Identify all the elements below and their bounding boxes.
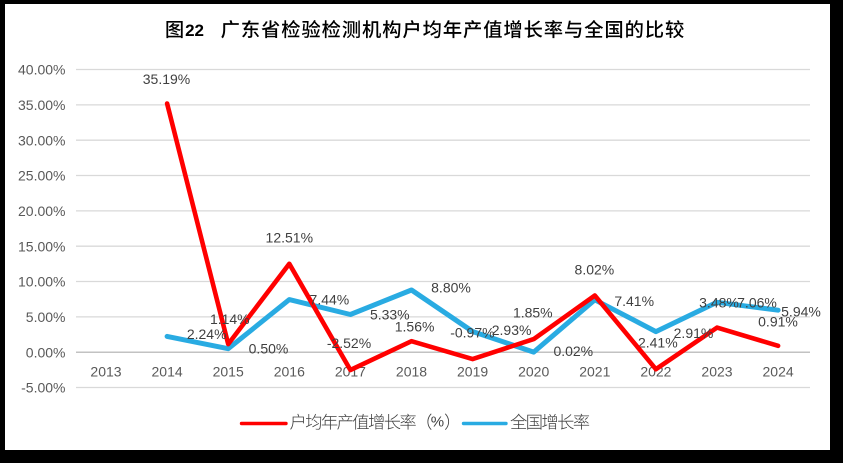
svg-text:20.00%: 20.00% <box>18 203 65 219</box>
svg-text:30.00%: 30.00% <box>18 132 65 148</box>
svg-text:5.33%: 5.33% <box>370 307 410 323</box>
svg-text:2016: 2016 <box>274 364 305 380</box>
svg-text:1.56%: 1.56% <box>395 318 435 334</box>
svg-text:-0.97%: -0.97% <box>450 324 494 340</box>
svg-text:0.02%: 0.02% <box>553 343 593 359</box>
svg-text:22: 22 <box>185 21 204 40</box>
svg-text:2019: 2019 <box>457 364 488 380</box>
svg-text:2024: 2024 <box>763 364 794 380</box>
svg-text:35.19%: 35.19% <box>143 71 190 87</box>
svg-text:2022: 2022 <box>640 364 671 380</box>
svg-text:-5.00%: -5.00% <box>21 380 65 396</box>
svg-text:7.41%: 7.41% <box>614 293 654 309</box>
svg-text:2014: 2014 <box>152 364 183 380</box>
svg-text:40.00%: 40.00% <box>18 62 65 78</box>
svg-text:2018: 2018 <box>396 364 427 380</box>
svg-text:2020: 2020 <box>518 364 549 380</box>
svg-text:25.00%: 25.00% <box>18 168 65 184</box>
svg-text:2023: 2023 <box>701 364 732 380</box>
svg-text:7.44%: 7.44% <box>310 291 350 307</box>
svg-text:1.14%: 1.14% <box>210 311 250 327</box>
svg-text:7.06%: 7.06% <box>737 295 777 311</box>
svg-text:3.48%: 3.48% <box>699 295 739 311</box>
svg-text:8.80%: 8.80% <box>431 280 471 296</box>
svg-text:0.50%: 0.50% <box>249 340 289 356</box>
svg-text:5.00%: 5.00% <box>26 309 66 325</box>
svg-text:2015: 2015 <box>213 364 244 380</box>
svg-text:2.91%: 2.91% <box>674 325 714 341</box>
svg-text:-2.41%: -2.41% <box>633 334 677 350</box>
svg-text:1.85%: 1.85% <box>513 305 553 321</box>
svg-text:8.02%: 8.02% <box>575 262 615 278</box>
svg-text:5.94%: 5.94% <box>781 303 821 319</box>
svg-text:15.00%: 15.00% <box>18 238 65 254</box>
svg-text:35.00%: 35.00% <box>18 97 65 113</box>
svg-text:-2.52%: -2.52% <box>327 335 371 351</box>
svg-text:10.00%: 10.00% <box>18 274 65 290</box>
svg-text:0.91%: 0.91% <box>758 313 798 329</box>
svg-text:12.51%: 12.51% <box>266 230 313 246</box>
svg-text:2021: 2021 <box>579 364 610 380</box>
svg-text:2.93%: 2.93% <box>492 322 532 338</box>
svg-text:2013: 2013 <box>90 364 121 380</box>
svg-text:%: % <box>431 414 444 431</box>
svg-text:0.00%: 0.00% <box>26 344 66 360</box>
svg-text:2.24%: 2.24% <box>187 326 227 342</box>
